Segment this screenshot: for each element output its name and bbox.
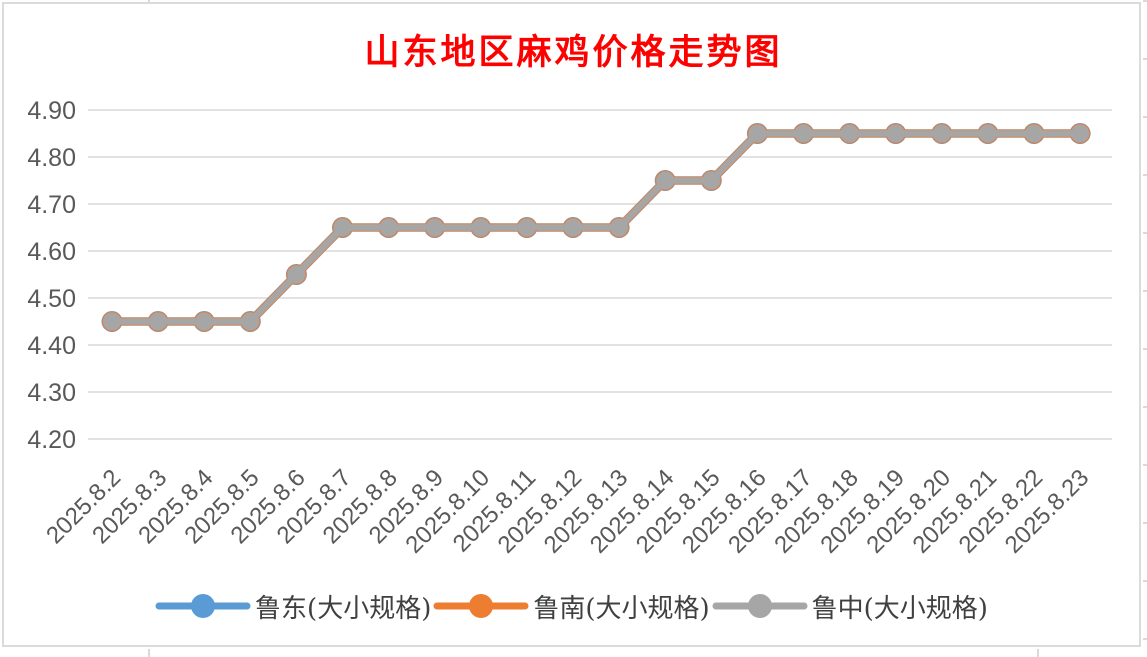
spreadsheet-gridline-stub	[1037, 649, 1039, 657]
y-tick-label: 4.20	[27, 426, 76, 454]
y-tick-label: 4.90	[27, 97, 76, 125]
data-point	[702, 171, 721, 190]
chart-title: 山东地区麻鸡价格走势图	[364, 32, 783, 73]
legend-dot	[191, 594, 216, 618]
data-point	[656, 171, 675, 190]
data-point	[103, 312, 121, 331]
data-point	[978, 124, 997, 143]
data-point	[564, 218, 582, 237]
chart-legend: 鲁东(大小规格) 鲁南(大小规格) 鲁中(大小规格)	[2, 584, 1141, 628]
data-point	[794, 124, 813, 143]
data-point	[241, 312, 260, 331]
y-tick-label: 4.40	[27, 332, 76, 360]
legend-marker-line-dot-icon	[433, 594, 529, 618]
legend-label: 鲁南(大小规格)	[533, 593, 710, 624]
data-point	[1071, 124, 1090, 143]
y-tick-label: 4.60	[27, 238, 76, 266]
data-point	[610, 218, 629, 237]
legend-dot	[469, 594, 494, 618]
y-tick-label: 4.70	[27, 191, 76, 219]
y-tick-label: 4.50	[27, 285, 76, 313]
y-tick-label: 4.30	[27, 379, 76, 407]
data-point	[840, 124, 859, 143]
x-axis-labels: 2025.8.22025.8.32025.8.42025.8.52025.8.6…	[41, 464, 1094, 559]
data-point	[287, 265, 306, 284]
legend-label: 鲁中(大小规格)	[811, 593, 988, 624]
legend-item-luzhong: 鲁中(大小规格)	[712, 588, 988, 625]
legend-marker-line-dot-icon	[712, 594, 808, 618]
data-point	[471, 218, 490, 237]
data-point	[517, 218, 536, 237]
legend-label: 鲁东(大小规格)	[255, 593, 432, 624]
series-line	[108, 130, 1084, 325]
legend-marker-line-dot-icon	[155, 594, 251, 618]
data-point	[333, 218, 352, 237]
spreadsheet-gridline-strip-right	[1143, 0, 1147, 657]
gridlines	[88, 109, 1112, 440]
data-point	[932, 124, 951, 143]
legend-item-lunan: 鲁南(大小规格)	[433, 588, 710, 625]
spreadsheet-gridline-stub	[148, 649, 150, 657]
series-2	[103, 124, 1090, 331]
data-point	[149, 312, 168, 331]
data-point	[425, 218, 444, 237]
data-point	[379, 218, 398, 237]
y-axis-labels: 4.90 4.80 4.70 4.60 4.50 4.40 4.30 4.20	[27, 97, 76, 454]
data-point	[195, 312, 214, 331]
legend-item-ludong: 鲁东(大小规格)	[155, 588, 431, 625]
legend-dot	[747, 594, 772, 618]
data-point	[1025, 124, 1043, 143]
y-tick-label: 4.80	[27, 144, 76, 172]
data-point	[748, 124, 767, 143]
spreadsheet-gridline-stub	[148, 0, 150, 2]
data-point	[886, 124, 905, 143]
